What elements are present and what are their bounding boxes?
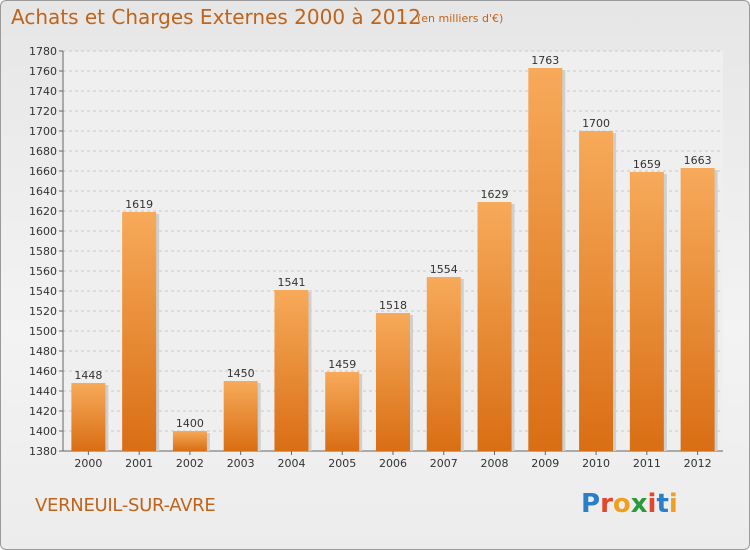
logo-letter: t: [656, 489, 669, 519]
y-tick-label: 1500: [29, 325, 57, 338]
y-tick-label: 1440: [29, 385, 57, 398]
logo-letter: i: [668, 489, 678, 519]
x-tick-label: 2002: [176, 457, 204, 470]
x-tick-label: 2001: [125, 457, 153, 470]
y-tick-label: 1400: [29, 425, 57, 438]
x-tick-label: 2008: [481, 457, 509, 470]
bar: [528, 68, 563, 451]
logo-letter: o: [612, 489, 631, 519]
bar: [223, 381, 258, 451]
bar-value-label: 1659: [633, 158, 661, 171]
bar-value-label: 1663: [684, 154, 712, 167]
bar: [629, 172, 664, 451]
bar: [376, 313, 410, 451]
bar: [71, 383, 106, 451]
y-tick-label: 1460: [29, 365, 57, 378]
bar: [579, 131, 614, 451]
y-tick-label: 1600: [29, 225, 57, 238]
x-tick-label: 2005: [328, 457, 356, 470]
bar-value-label: 1400: [176, 417, 204, 430]
bar-value-label: 1629: [481, 188, 509, 201]
bar: [426, 277, 461, 451]
y-tick-label: 1680: [29, 145, 57, 158]
y-tick-label: 1520: [29, 305, 57, 318]
y-tick-label: 1700: [29, 125, 57, 138]
y-tick-label: 1640: [29, 185, 57, 198]
x-tick-label: 2000: [74, 457, 102, 470]
bar-value-label: 1700: [582, 117, 610, 130]
chart-subtitle: (en milliers d'€): [417, 12, 504, 25]
y-tick-label: 1420: [29, 405, 57, 418]
y-tick-label: 1580: [29, 245, 57, 258]
y-tick-label: 1660: [29, 165, 57, 178]
chart-title: Achats et Charges Externes 2000 à 2012: [11, 5, 421, 29]
y-tick-label: 1740: [29, 85, 57, 98]
y-tick-label: 1480: [29, 345, 57, 358]
x-tick-label: 2009: [531, 457, 559, 470]
logo-letter: i: [647, 489, 657, 519]
y-tick-label: 1780: [29, 45, 57, 58]
x-tick-label: 2012: [684, 457, 712, 470]
bar-value-label: 1554: [430, 263, 458, 276]
location-label: VERNEUIL-SUR-AVRE: [35, 495, 216, 516]
bar-value-label: 1459: [328, 358, 356, 371]
bar: [325, 372, 360, 451]
bar: [122, 212, 157, 451]
y-tick-label: 1560: [29, 265, 57, 278]
proxiti-logo: Proxiti: [581, 489, 678, 519]
x-tick-label: 2011: [633, 457, 661, 470]
bar-value-label: 1518: [379, 299, 407, 312]
x-tick-label: 2007: [430, 457, 458, 470]
bar: [477, 202, 512, 451]
bar: [680, 168, 715, 451]
bar-value-label: 1450: [227, 367, 255, 380]
logo-letter: r: [600, 489, 613, 519]
bar: [274, 290, 309, 451]
bar-value-label: 1448: [74, 369, 102, 382]
bar-value-label: 1541: [277, 276, 305, 289]
x-tick-label: 2004: [277, 457, 305, 470]
x-tick-label: 2006: [379, 457, 407, 470]
bar: [172, 431, 207, 451]
y-tick-label: 1540: [29, 285, 57, 298]
x-tick-label: 2003: [227, 457, 255, 470]
x-tick-label: 2010: [582, 457, 610, 470]
logo-letter: P: [581, 489, 601, 519]
bar-value-label: 1763: [531, 54, 559, 67]
logo-letter: x: [630, 489, 648, 519]
y-tick-label: 1720: [29, 105, 57, 118]
bar-value-label: 1619: [125, 198, 153, 211]
y-tick-label: 1620: [29, 205, 57, 218]
y-tick-label: 1380: [29, 445, 57, 458]
y-tick-label: 1760: [29, 65, 57, 78]
